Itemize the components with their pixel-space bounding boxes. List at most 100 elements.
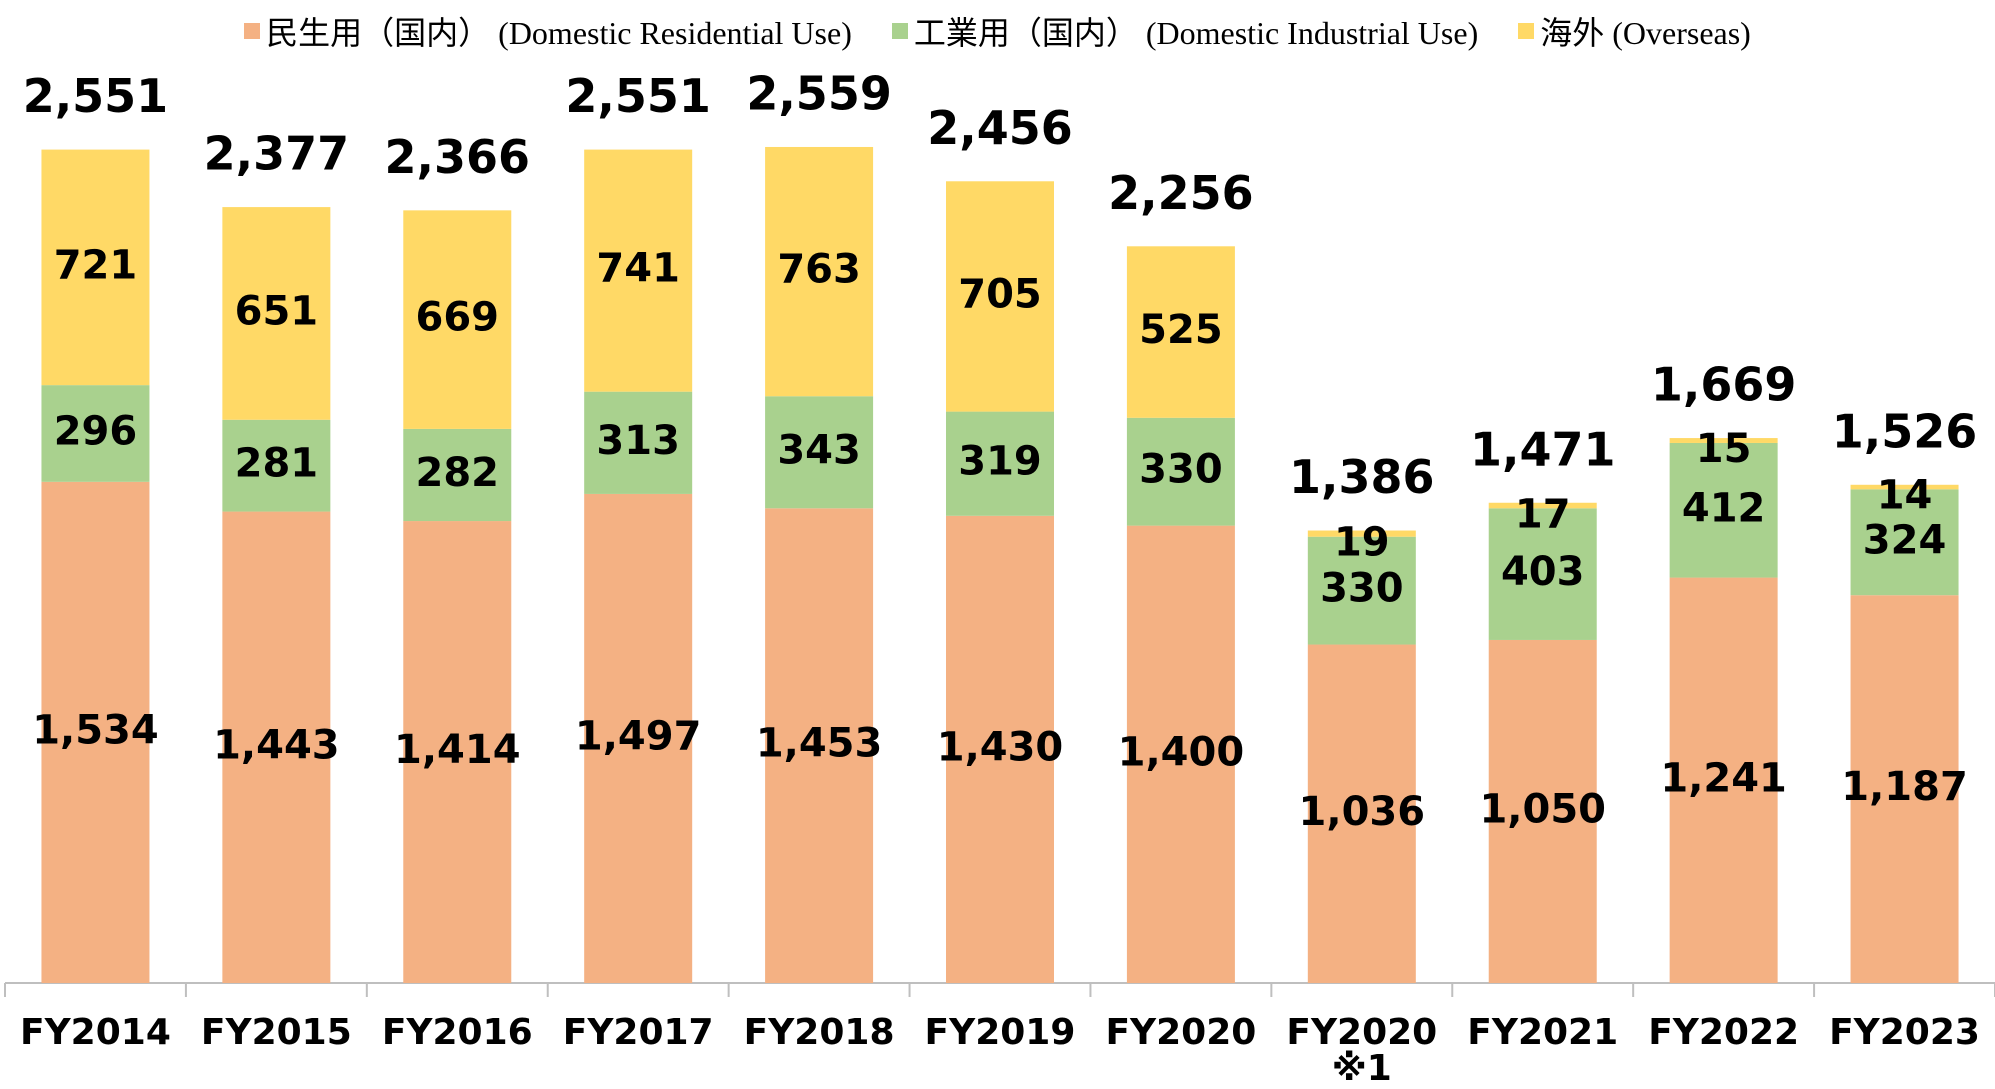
total-label: 1,386 (1289, 450, 1435, 504)
total-label: 2,456 (927, 101, 1073, 155)
total-label: 1,471 (1470, 422, 1616, 476)
data-label: 319 (958, 439, 1042, 485)
data-label: 343 (777, 427, 861, 473)
bar-segment (1126, 417, 1235, 526)
x-tick-label: FY2016 (381, 1012, 533, 1053)
x-tick-label: FY2014 (20, 1012, 171, 1053)
data-label: 1,187 (1841, 764, 1968, 810)
data-label: 1,241 (1660, 755, 1787, 801)
data-label: 1,534 (32, 707, 159, 753)
x-tick-label: FY2020 (1105, 1012, 1257, 1053)
bar-segment (1307, 536, 1416, 645)
legend-label: 海外 (Overseas) (1540, 15, 1751, 51)
bar-segment (41, 149, 150, 386)
bar-segment (1488, 502, 1597, 509)
total-label: 2,551 (565, 69, 711, 123)
bar-segment (946, 515, 1054, 983)
data-label: 403 (1501, 549, 1585, 595)
bar-segment (765, 146, 874, 397)
data-label: 330 (1139, 447, 1223, 493)
data-label: 525 (1139, 307, 1223, 353)
legend-item: 民生用（国内） (Domestic Residential Use) (244, 8, 852, 54)
bar-segment (1307, 644, 1416, 983)
legend-item: 海外 (Overseas) (1518, 8, 1751, 54)
bar-segment (946, 181, 1054, 412)
data-label: 721 (54, 242, 138, 288)
bar-segment (1850, 489, 1959, 596)
data-label: 1,497 (575, 713, 702, 759)
data-label: 15 (1696, 426, 1752, 472)
bar-segment (403, 210, 512, 429)
x-tick-label: FY2019 (924, 1012, 1076, 1053)
data-label: 324 (1863, 517, 1947, 563)
x-tick-label: FY2017 (562, 1012, 714, 1053)
x-tick-label: FY2020 ※1 (1286, 1012, 1438, 1089)
bar-segment (1850, 484, 1959, 490)
legend-swatch (891, 23, 908, 39)
data-label: 1,400 (1118, 729, 1245, 775)
bar-segment (1488, 639, 1597, 983)
bar-segment (1488, 508, 1597, 640)
x-tick-label: FY2015 (200, 1012, 352, 1053)
bar-segment (222, 207, 331, 420)
x-tick-label: FY2021 (1467, 1012, 1619, 1053)
bar-segment (222, 419, 331, 512)
data-label: 296 (54, 408, 138, 454)
data-label: 651 (235, 288, 319, 334)
data-label: 19 (1334, 520, 1390, 566)
data-label: 1,443 (213, 722, 340, 768)
bar-segment (1307, 530, 1416, 537)
bar-segment (222, 511, 331, 983)
legend-label: 民生用（国内） (Domestic Residential Use) (266, 15, 852, 51)
data-label: 1,414 (394, 727, 521, 773)
data-label: 282 (416, 450, 500, 496)
bar-segment (765, 396, 874, 509)
bar-segment (946, 411, 1054, 516)
data-label: 330 (1320, 566, 1404, 612)
data-label: 1,453 (756, 721, 883, 767)
data-label: 1,036 (1299, 789, 1426, 835)
total-label: 1,526 (1832, 404, 1978, 458)
data-label: 669 (416, 295, 500, 341)
bar-segment (403, 521, 512, 983)
bar-segment (403, 428, 512, 522)
total-label: 1,669 (1651, 358, 1797, 412)
data-label: 1,430 (937, 724, 1064, 770)
total-label: 2,559 (746, 66, 892, 120)
bar-segment (584, 493, 693, 983)
data-label: 281 (235, 441, 319, 487)
bar-segment (41, 385, 150, 482)
total-label: 2,366 (385, 130, 531, 184)
bar-segment (1126, 246, 1235, 418)
x-tick-label: FY2022 (1648, 1012, 1800, 1053)
data-label: 705 (958, 271, 1042, 317)
bar-segment (584, 391, 693, 494)
data-label: 1,050 (1479, 786, 1606, 832)
data-label: 17 (1515, 491, 1571, 537)
legend-swatch (1518, 23, 1535, 39)
legend-item: 工業用（国内） (Domestic Industrial Use) (891, 8, 1479, 54)
data-label: 412 (1682, 485, 1766, 531)
bar-segment (1669, 438, 1778, 443)
data-label: 763 (777, 247, 861, 293)
bar-segment (584, 149, 693, 392)
legend-label: 工業用（国内） (Domestic Industrial Use) (913, 15, 1479, 51)
bar-segment (1669, 577, 1778, 983)
x-tick-label: FY2023 (1829, 1012, 1980, 1053)
legend: 民生用（国内） (Domestic Residential Use) 工業用（国内… (0, 8, 1995, 54)
bar-segment (1126, 525, 1235, 983)
total-label: 2,551 (23, 69, 169, 123)
data-label: 313 (596, 418, 680, 464)
bar-segment (1669, 442, 1778, 578)
bar-segment (41, 481, 150, 983)
total-label: 2,377 (204, 127, 350, 181)
legend-swatch (244, 23, 261, 39)
total-label: 2,256 (1108, 166, 1254, 220)
x-tick-label: FY2018 (743, 1012, 895, 1053)
data-label: 14 (1877, 472, 1933, 518)
bar-segment (1850, 595, 1959, 983)
bar-segment (765, 508, 874, 983)
data-label: 741 (596, 246, 680, 292)
